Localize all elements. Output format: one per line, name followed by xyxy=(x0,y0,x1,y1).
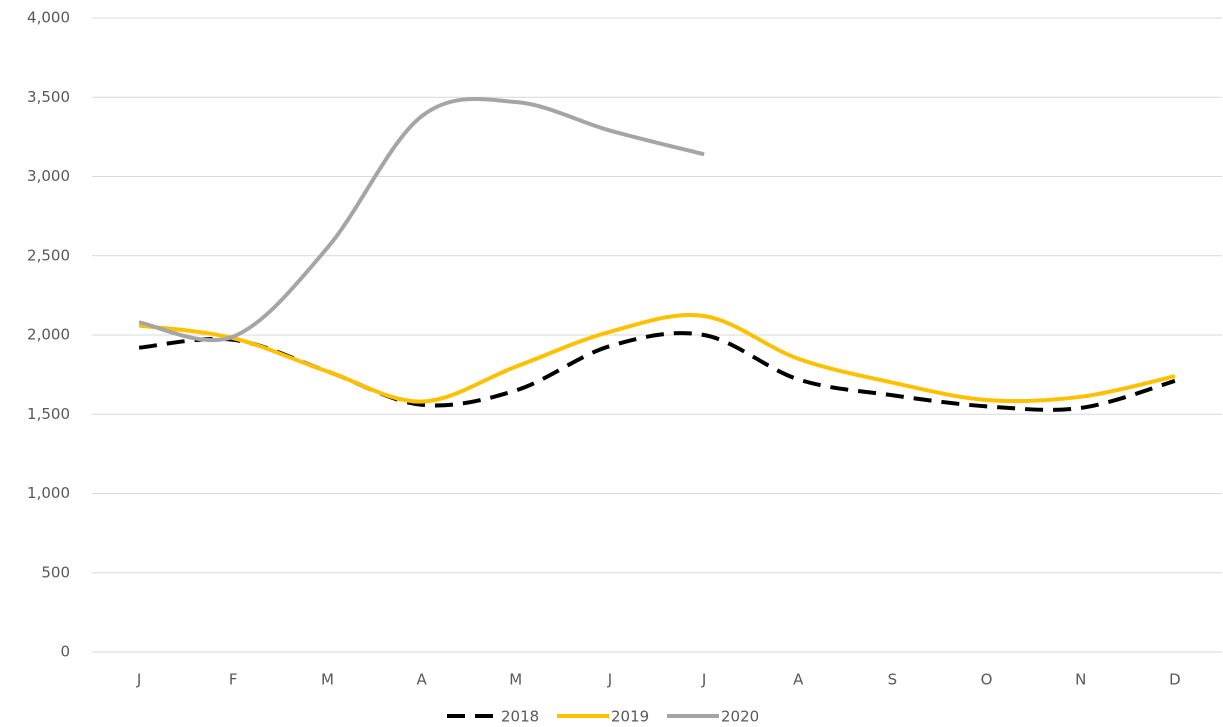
x-tick-label: M xyxy=(509,671,522,689)
x-tick-label: M xyxy=(321,671,334,689)
y-tick-label: 2,000 xyxy=(27,326,70,344)
series-line xyxy=(138,331,1176,412)
y-tick-label: 2,500 xyxy=(27,246,70,264)
x-tick-label: N xyxy=(1075,671,1086,689)
y-tick-label: 500 xyxy=(41,563,70,581)
x-tick-label: J xyxy=(701,671,706,689)
y-tick-label: 3,500 xyxy=(27,88,70,106)
series-line xyxy=(138,96,705,343)
y-tick-label: 1,000 xyxy=(27,484,70,502)
y-tick-label: 0 xyxy=(60,643,70,661)
x-tick-label: J xyxy=(136,671,141,689)
x-tick-label: S xyxy=(888,671,898,689)
y-tick-label: 3,000 xyxy=(27,167,70,185)
legend-label: 2019 xyxy=(611,708,649,726)
x-tick-label: J xyxy=(607,671,612,689)
x-tick-label: F xyxy=(229,671,238,689)
y-tick-label: 4,000 xyxy=(27,9,70,27)
legend-label: 2018 xyxy=(501,708,539,726)
x-tick-label: O xyxy=(981,671,993,689)
x-tick-label: D xyxy=(1169,671,1181,689)
y-tick-label: 1,500 xyxy=(27,405,70,423)
legend-label: 2020 xyxy=(721,708,759,726)
series-line xyxy=(138,313,1176,404)
x-tick-label: A xyxy=(793,671,804,689)
x-tick-label: A xyxy=(416,671,427,689)
